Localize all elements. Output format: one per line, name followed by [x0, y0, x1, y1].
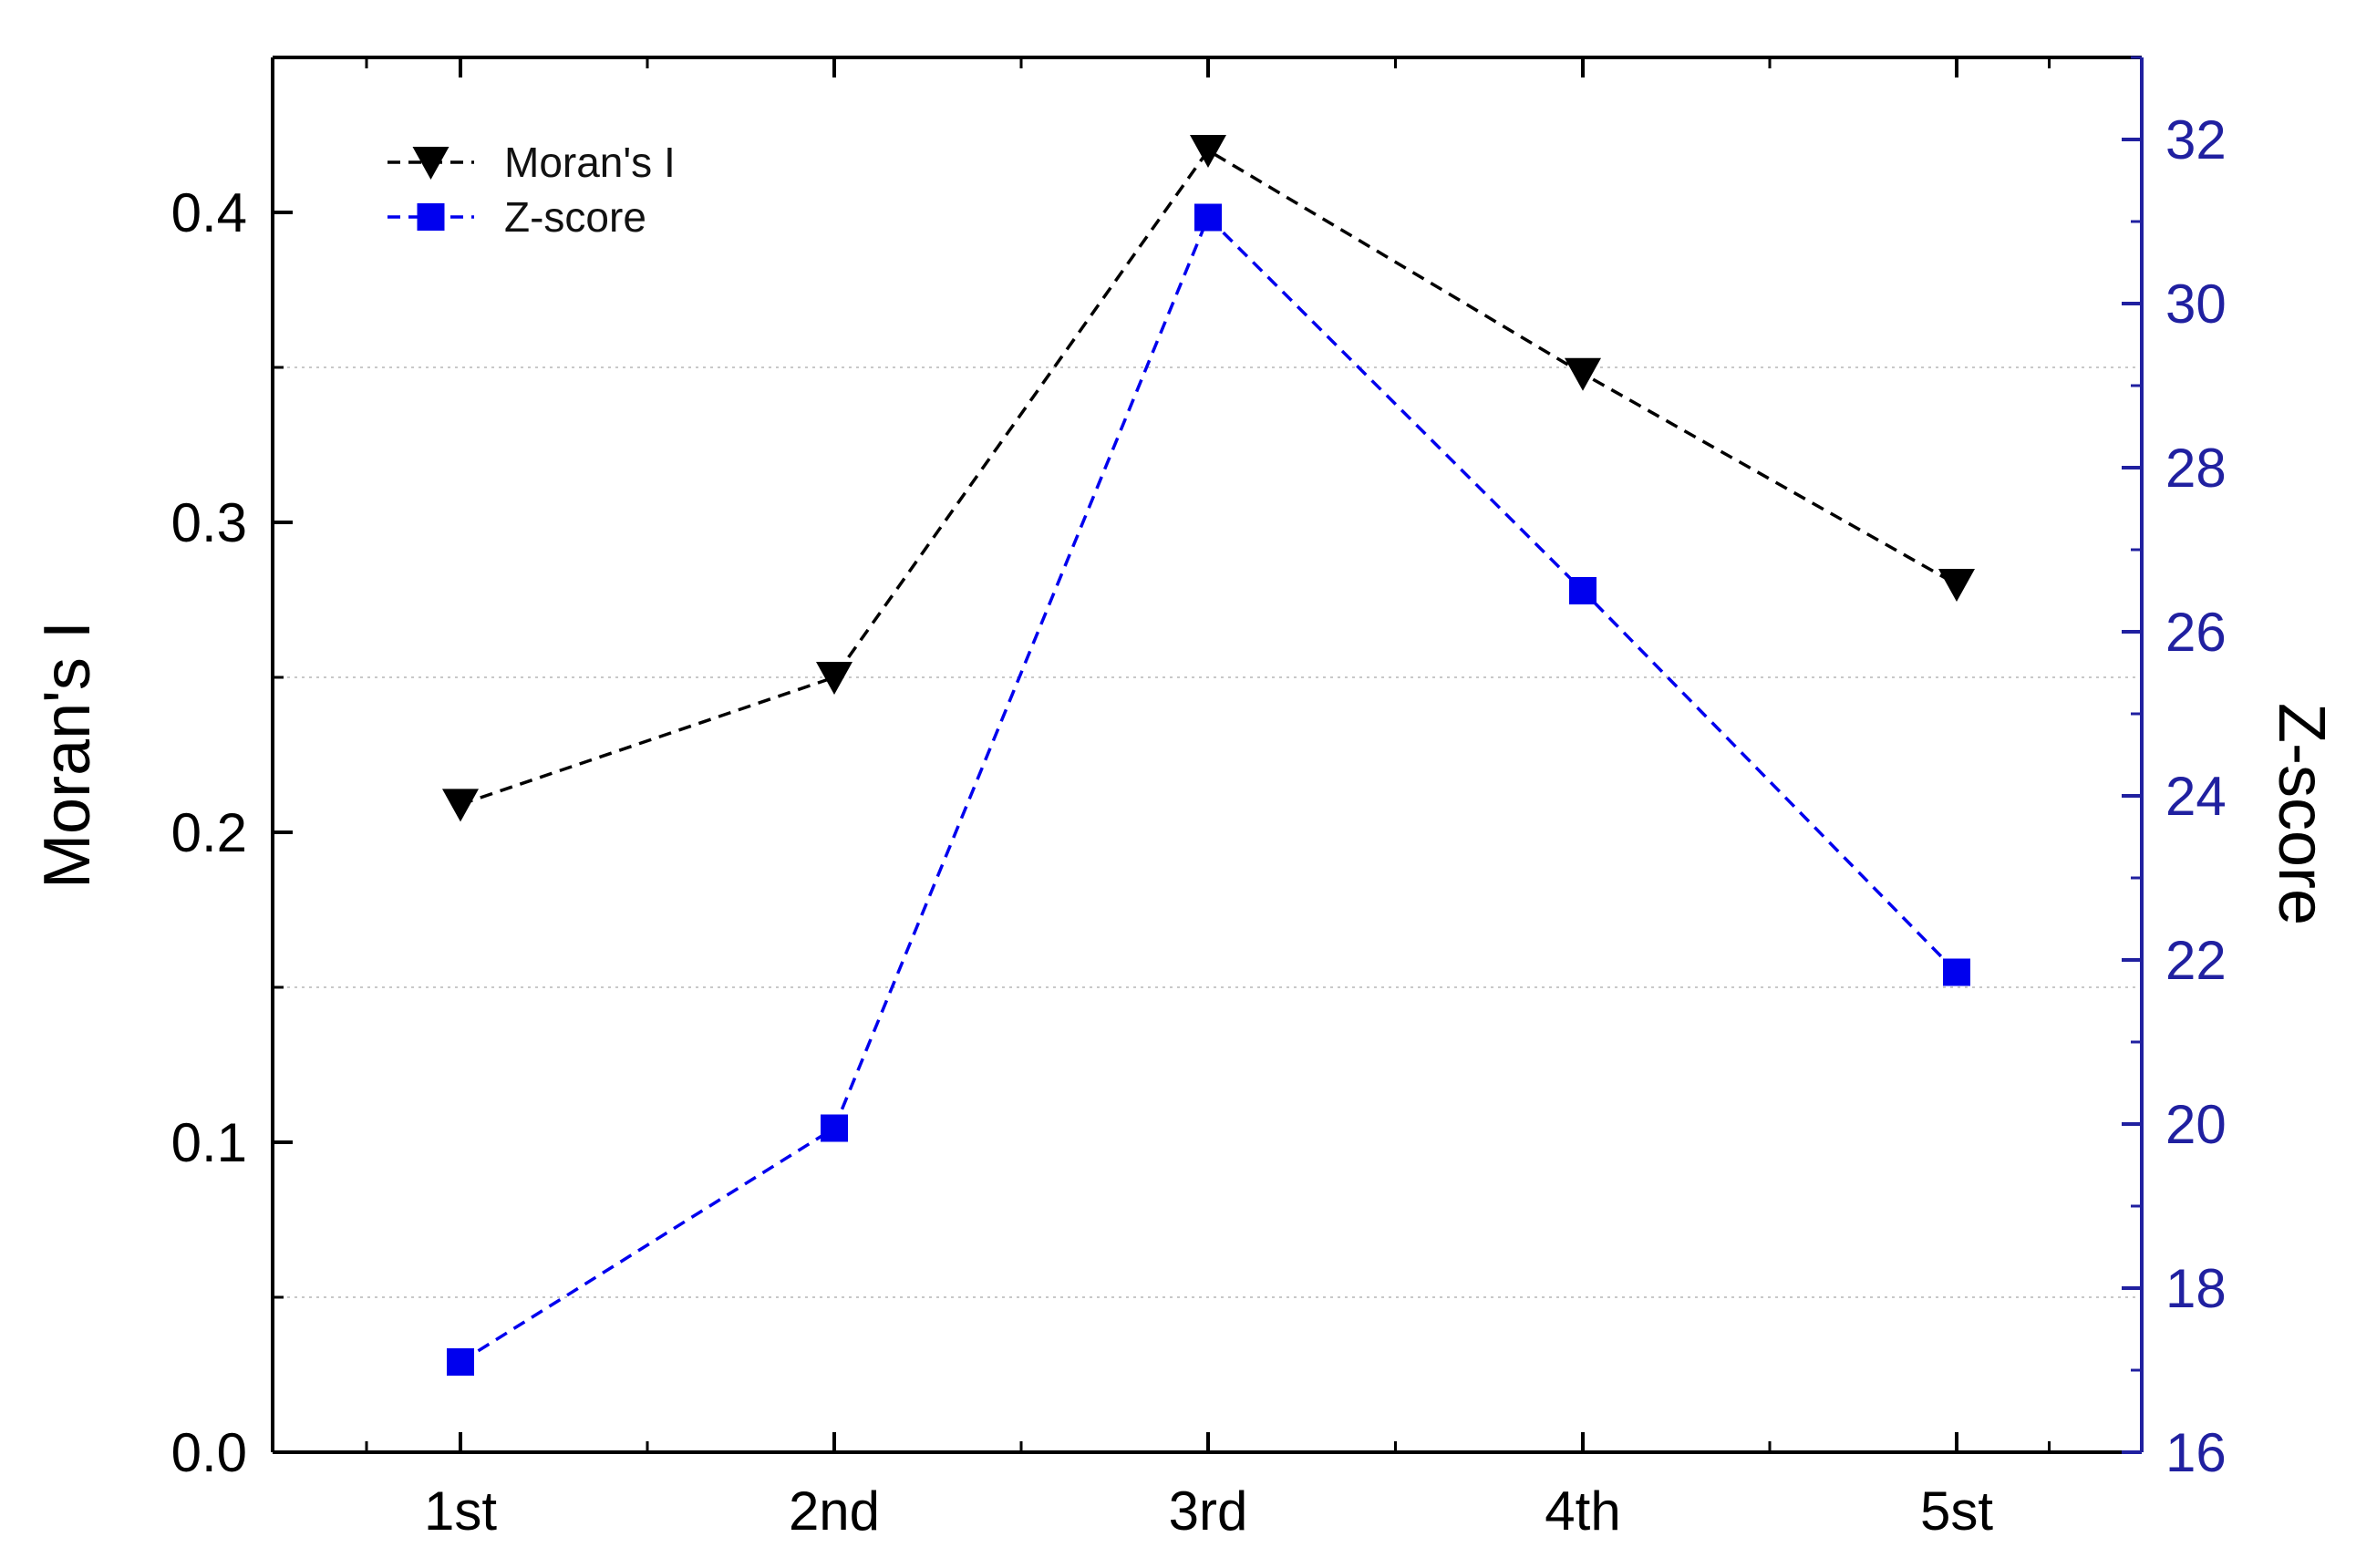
data-point-morans-i	[1190, 135, 1226, 168]
right-tick-label: 30	[2165, 273, 2227, 335]
data-point-z-score	[821, 1114, 848, 1142]
legend-marker	[412, 147, 450, 180]
right-tick-label: 20	[2165, 1094, 2227, 1155]
x-tick-label: 2nd	[789, 1480, 880, 1542]
data-point-z-score	[447, 1348, 474, 1376]
right-tick-label: 32	[2165, 109, 2227, 170]
grid-lines	[273, 366, 2142, 1298]
left-tick-label: 0.1	[171, 1112, 247, 1173]
legend-label: Z-score	[504, 193, 646, 241]
axes: 0.0 0.1 0.2 0.3 0.4 16 18 20 22 24 26 28 30 32 1st 2nd 3…	[171, 56, 2227, 1542]
data-point-morans-i	[442, 789, 479, 822]
series	[442, 135, 1975, 1376]
right-tick-label: 16	[2165, 1422, 2227, 1483]
left-tick-label: 0.3	[171, 492, 247, 553]
right-tick-label: 24	[2165, 766, 2227, 827]
right-axis-title: Z-score	[2265, 703, 2338, 925]
series-line-1	[460, 148, 1958, 807]
data-point-z-score	[1569, 577, 1596, 604]
data-point-morans-i	[816, 662, 852, 695]
right-tick-label: 18	[2165, 1258, 2227, 1319]
right-tick-label: 22	[2165, 930, 2227, 991]
right-tick-label: 26	[2165, 602, 2227, 663]
right-tick-label: 28	[2165, 438, 2227, 499]
legend-label: Moran's I	[504, 139, 676, 186]
left-tick-label: 0.0	[171, 1422, 247, 1483]
left-tick-label: 0.4	[171, 182, 247, 243]
legend-marker	[417, 203, 445, 231]
left-axis-title: Moran's I	[31, 621, 104, 889]
x-tick-label: 5st	[1920, 1480, 1993, 1542]
left-tick-label: 0.2	[171, 802, 247, 863]
data-point-z-score	[1943, 958, 1970, 986]
x-tick-label: 1st	[424, 1480, 497, 1542]
legend: Moran's I Z-score	[388, 139, 676, 241]
series-line-2	[460, 214, 1958, 1364]
x-tick-label: 4th	[1545, 1480, 1620, 1542]
data-point-z-score	[1194, 203, 1222, 232]
data-point-morans-i	[1565, 357, 1601, 391]
x-tick-label: 3rd	[1169, 1480, 1248, 1542]
data-point-morans-i	[1938, 569, 1975, 602]
